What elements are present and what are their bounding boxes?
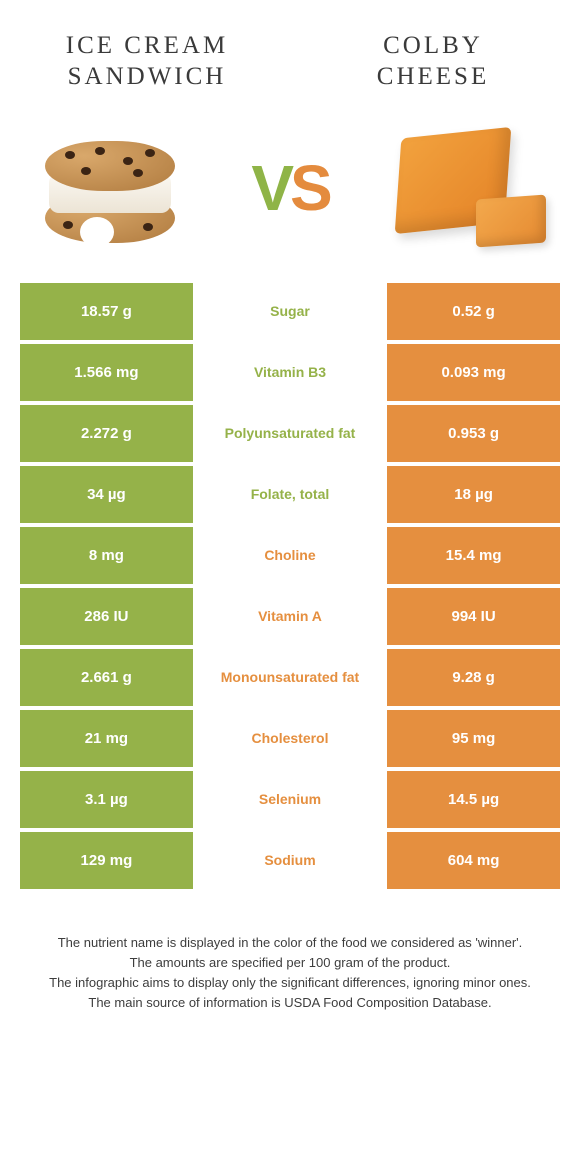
- footer-line-3: The infographic aims to display only the…: [35, 973, 545, 993]
- vs-s: S: [290, 152, 329, 224]
- colby-cheese-image: [390, 123, 550, 253]
- table-row: 2.661 gMonounsaturated fat9.28 g: [20, 649, 560, 706]
- right-title-line2: CHEESE: [377, 63, 489, 90]
- right-value: 0.953 g: [387, 405, 560, 462]
- left-value: 3.1 µg: [20, 771, 193, 828]
- nutrient-label: Sodium: [193, 832, 387, 889]
- left-title-line2: SANDWICH: [68, 63, 227, 90]
- right-value: 14.5 µg: [387, 771, 560, 828]
- ice-cream-sandwich-image: [30, 123, 190, 253]
- footer-line-4: The main source of information is USDA F…: [35, 993, 545, 1013]
- right-title: COLBY CHEESE: [316, 30, 550, 93]
- right-value: 15.4 mg: [387, 527, 560, 584]
- table-row: 129 mgSodium604 mg: [20, 832, 560, 889]
- left-value: 34 µg: [20, 466, 193, 523]
- left-title-line1: ICE CREAM: [66, 32, 228, 59]
- infographic-container: ICE CREAM SANDWICH COLBY CHEESE: [0, 0, 580, 1013]
- left-value: 18.57 g: [20, 283, 193, 340]
- nutrient-label: Sugar: [193, 283, 387, 340]
- nutrient-label: Selenium: [193, 771, 387, 828]
- table-row: 8 mgCholine15.4 mg: [20, 527, 560, 584]
- left-value: 286 IU: [20, 588, 193, 645]
- left-value: 2.661 g: [20, 649, 193, 706]
- hero-row: VS: [0, 103, 580, 283]
- table-row: 21 mgCholesterol95 mg: [20, 710, 560, 767]
- nutrient-label: Monounsaturated fat: [193, 649, 387, 706]
- left-value: 2.272 g: [20, 405, 193, 462]
- left-title: ICE CREAM SANDWICH: [30, 30, 264, 93]
- left-value: 129 mg: [20, 832, 193, 889]
- table-row: 1.566 mgVitamin B30.093 mg: [20, 344, 560, 401]
- table-row: 18.57 gSugar0.52 g: [20, 283, 560, 340]
- nutrient-label: Vitamin A: [193, 588, 387, 645]
- right-value: 18 µg: [387, 466, 560, 523]
- table-row: 34 µgFolate, total18 µg: [20, 466, 560, 523]
- nutrient-label: Polyunsaturated fat: [193, 405, 387, 462]
- comparison-table: 18.57 gSugar0.52 g1.566 mgVitamin B30.09…: [0, 283, 580, 889]
- vs-label: VS: [251, 151, 328, 225]
- nutrient-label: Cholesterol: [193, 710, 387, 767]
- right-value: 9.28 g: [387, 649, 560, 706]
- right-value: 0.52 g: [387, 283, 560, 340]
- left-value: 8 mg: [20, 527, 193, 584]
- nutrient-label: Folate, total: [193, 466, 387, 523]
- right-value: 994 IU: [387, 588, 560, 645]
- nutrient-label: Vitamin B3: [193, 344, 387, 401]
- table-row: 2.272 gPolyunsaturated fat0.953 g: [20, 405, 560, 462]
- right-value: 604 mg: [387, 832, 560, 889]
- left-value: 1.566 mg: [20, 344, 193, 401]
- vs-v: V: [251, 152, 290, 224]
- right-value: 0.093 mg: [387, 344, 560, 401]
- table-row: 3.1 µgSelenium14.5 µg: [20, 771, 560, 828]
- footer-notes: The nutrient name is displayed in the co…: [0, 893, 580, 1014]
- right-value: 95 mg: [387, 710, 560, 767]
- left-value: 21 mg: [20, 710, 193, 767]
- table-row: 286 IUVitamin A994 IU: [20, 588, 560, 645]
- footer-line-2: The amounts are specified per 100 gram o…: [35, 953, 545, 973]
- titles-row: ICE CREAM SANDWICH COLBY CHEESE: [0, 0, 580, 103]
- nutrient-label: Choline: [193, 527, 387, 584]
- footer-line-1: The nutrient name is displayed in the co…: [35, 933, 545, 953]
- right-title-line1: COLBY: [383, 32, 483, 59]
